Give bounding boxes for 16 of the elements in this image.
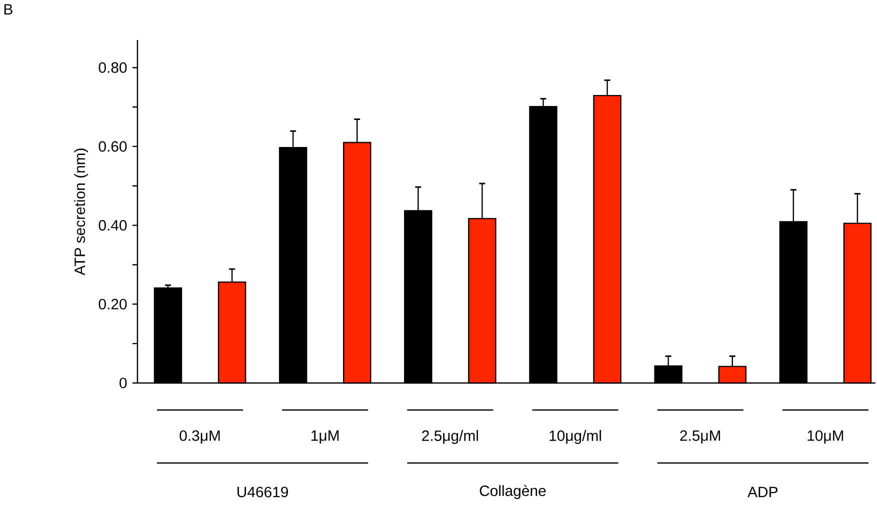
y-tick-label: 0.60 [98, 141, 127, 152]
y-tick-label: 0.80 [98, 62, 127, 73]
x-tick-label: 2.5μg/ml [422, 430, 478, 444]
text: U46619 [238, 486, 288, 498]
text: Collagène [480, 484, 546, 500]
y-tick-label: 0.20 [98, 298, 127, 310]
y-tick-label: 0 [120, 378, 127, 388]
text: B [4, 4, 12, 14]
y-axis-title: ATP secretion (nm) [74, 148, 88, 276]
x-tick-label: 1μM [312, 430, 339, 444]
y-tick-label: 0.40 [98, 220, 127, 231]
text: ADP [748, 486, 778, 498]
x-tick-label: 10μg/ml [550, 430, 601, 444]
x-tick-label: 0.3μM [180, 430, 220, 444]
x-tick-label: 10μM [808, 430, 844, 444]
x-tick-label: 2.5μM [680, 430, 720, 444]
